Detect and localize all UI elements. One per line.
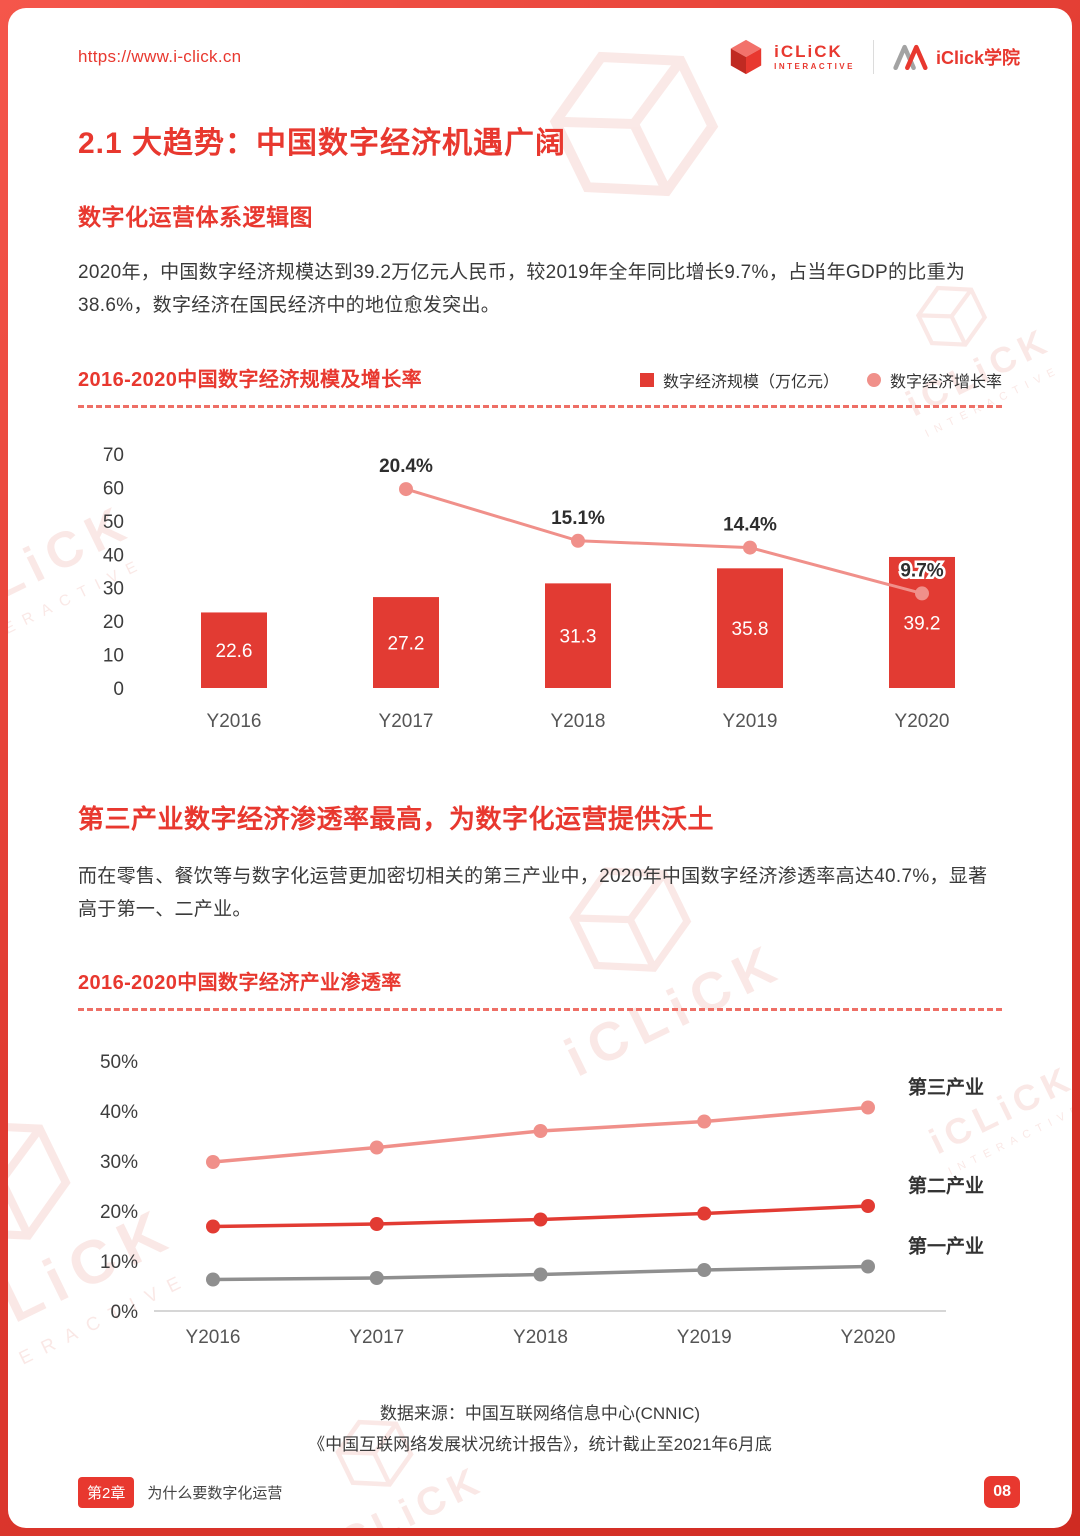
- svg-text:10: 10: [103, 645, 124, 666]
- page-header: https://www.i-click.cn iCLiCK INTERACTIV…: [8, 8, 1072, 76]
- svg-text:10%: 10%: [100, 1252, 138, 1273]
- svg-text:Y2017: Y2017: [379, 711, 434, 732]
- report-page: iCLiCK INTERACTIVE iCLiCK INTERACTIVE iC…: [8, 8, 1072, 1528]
- dashed-divider: [78, 1008, 1002, 1011]
- chart2-title: 2016-2020中国数字经济产业渗透率: [78, 972, 402, 994]
- svg-text:40%: 40%: [100, 1102, 138, 1123]
- svg-text:20%: 20%: [100, 1202, 138, 1223]
- academy-ai-icon: [893, 44, 928, 71]
- svg-text:0%: 0%: [111, 1302, 139, 1323]
- svg-text:31.3: 31.3: [560, 626, 597, 647]
- svg-text:20: 20: [103, 612, 124, 633]
- section-title: 2.1 大趋势：中国数字经济机遇广阔: [78, 127, 567, 160]
- page-number-badge: 08: [984, 1476, 1020, 1508]
- legend-item-scale: 数字经济规模（万亿元）: [639, 368, 839, 392]
- svg-text:30: 30: [103, 578, 124, 599]
- svg-text:50%: 50%: [100, 1052, 138, 1073]
- svg-text:40: 40: [103, 545, 124, 566]
- svg-text:Y2020: Y2020: [895, 711, 950, 732]
- chapter-badge: 第2章: [78, 1476, 135, 1508]
- svg-text:30%: 30%: [100, 1152, 138, 1173]
- svg-text:0: 0: [113, 679, 124, 700]
- svg-text:39.2: 39.2: [904, 613, 941, 634]
- penetration-line-chart: 50% 40% 30% 20% 10% 0% Y2016 Y2017 Y2018 Y2019 Y20…: [78, 1033, 1002, 1378]
- svg-text:第三产业: 第三产业: [908, 1076, 984, 1099]
- bar-swatch-icon: [639, 372, 654, 387]
- svg-text:27.2: 27.2: [388, 633, 425, 654]
- logo-group: iCLiCK INTERACTIVE iClick学院: [727, 38, 1020, 76]
- svg-text:第二产业: 第二产业: [908, 1174, 984, 1197]
- page-footer: 第2章 为什么要数字化运营 08: [78, 1476, 1020, 1508]
- svg-text:50: 50: [103, 511, 124, 532]
- source-line-2: 《中国互联网络发展状况统计报告》，统计截止至2021年6月底: [308, 1435, 772, 1455]
- iclick-academy-logo: iClick学院: [892, 42, 1020, 72]
- svg-text:Y2019: Y2019: [677, 1327, 732, 1348]
- svg-text:Y2019: Y2019: [723, 711, 778, 732]
- paragraph-2: 而在零售、餐饮等与数字化运营更加密切相关的第三产业中，2020年中国数字经济渗透…: [78, 865, 988, 920]
- svg-text:Y2016: Y2016: [207, 711, 262, 732]
- section-subtitle: 数字化运营体系逻辑图: [78, 204, 313, 230]
- site-url-link[interactable]: https://www.i-click.cn: [78, 47, 242, 66]
- svg-text:60: 60: [103, 478, 124, 499]
- bar-line-chart: 70 60 50 40 30 20 10 0 Y2016 Y2017 Y2018 Y2019 Y2020…: [78, 430, 1002, 747]
- svg-text:Y2020: Y2020: [841, 1327, 896, 1348]
- svg-text:35.8: 35.8: [732, 619, 769, 640]
- iclick-interactive-logo: iCLiCK INTERACTIVE: [727, 38, 855, 76]
- svg-text:20.4%: 20.4%: [379, 456, 433, 477]
- chart1-title: 2016-2020中国数字经济规模及增长率: [78, 368, 423, 391]
- svg-text:70: 70: [103, 445, 124, 466]
- dot-swatch-icon: [866, 372, 881, 387]
- chart1-header: 2016-2020中国数字经济规模及增长率 数字经济规模（万亿元） 数字经济增长…: [78, 363, 1002, 392]
- source-line-1: 数据来源：中国互联网络信息中心(CNNIC): [379, 1404, 701, 1423]
- svg-text:Y2018: Y2018: [513, 1327, 568, 1348]
- svg-text:14.4%: 14.4%: [723, 514, 777, 535]
- logo-divider: [872, 40, 874, 74]
- svg-text:Y2016: Y2016: [186, 1327, 241, 1348]
- svg-text:第一产业: 第一产业: [908, 1235, 984, 1258]
- page-content: 2.1 大趋势：中国数字经济机遇广阔 数字化运营体系逻辑图 2020年，中国数字…: [8, 118, 1072, 1461]
- paragraph-1: 2020年，中国数字经济规模达到39.2万亿元人民币，较2019年全年同比增长9…: [78, 262, 966, 317]
- section2-title: 第三产业数字经济渗透率最高，为数字化运营提供沃土: [78, 803, 715, 834]
- svg-text:Y2017: Y2017: [349, 1327, 404, 1348]
- chart2-header: 2016-2020中国数字经济产业渗透率: [78, 966, 1002, 995]
- chart1-legend: 数字经济规模（万亿元） 数字经济增长率: [639, 368, 1002, 392]
- svg-text:Y2018: Y2018: [551, 711, 606, 732]
- legend-label: 数字经济规模（万亿元）: [662, 373, 839, 391]
- dashed-divider: [78, 404, 1002, 408]
- svg-text:9.7%: 9.7%: [900, 560, 943, 581]
- data-source-note: 数据来源：中国互联网络信息中心(CNNIC) 《中国互联网络发展状况统计报告》，…: [78, 1398, 1002, 1461]
- iclick-logo-text: iCLiCK INTERACTIVE: [774, 42, 855, 71]
- legend-label: 数字经济增长率: [889, 373, 1002, 391]
- svg-text:22.6: 22.6: [216, 641, 253, 662]
- legend-item-growth: 数字经济增长率: [866, 368, 1002, 392]
- svg-text:15.1%: 15.1%: [551, 507, 605, 528]
- footer-chapter: 第2章 为什么要数字化运营: [78, 1476, 283, 1508]
- iclick-cube-icon: [730, 39, 762, 75]
- chapter-title: 为什么要数字化运营: [147, 1484, 283, 1502]
